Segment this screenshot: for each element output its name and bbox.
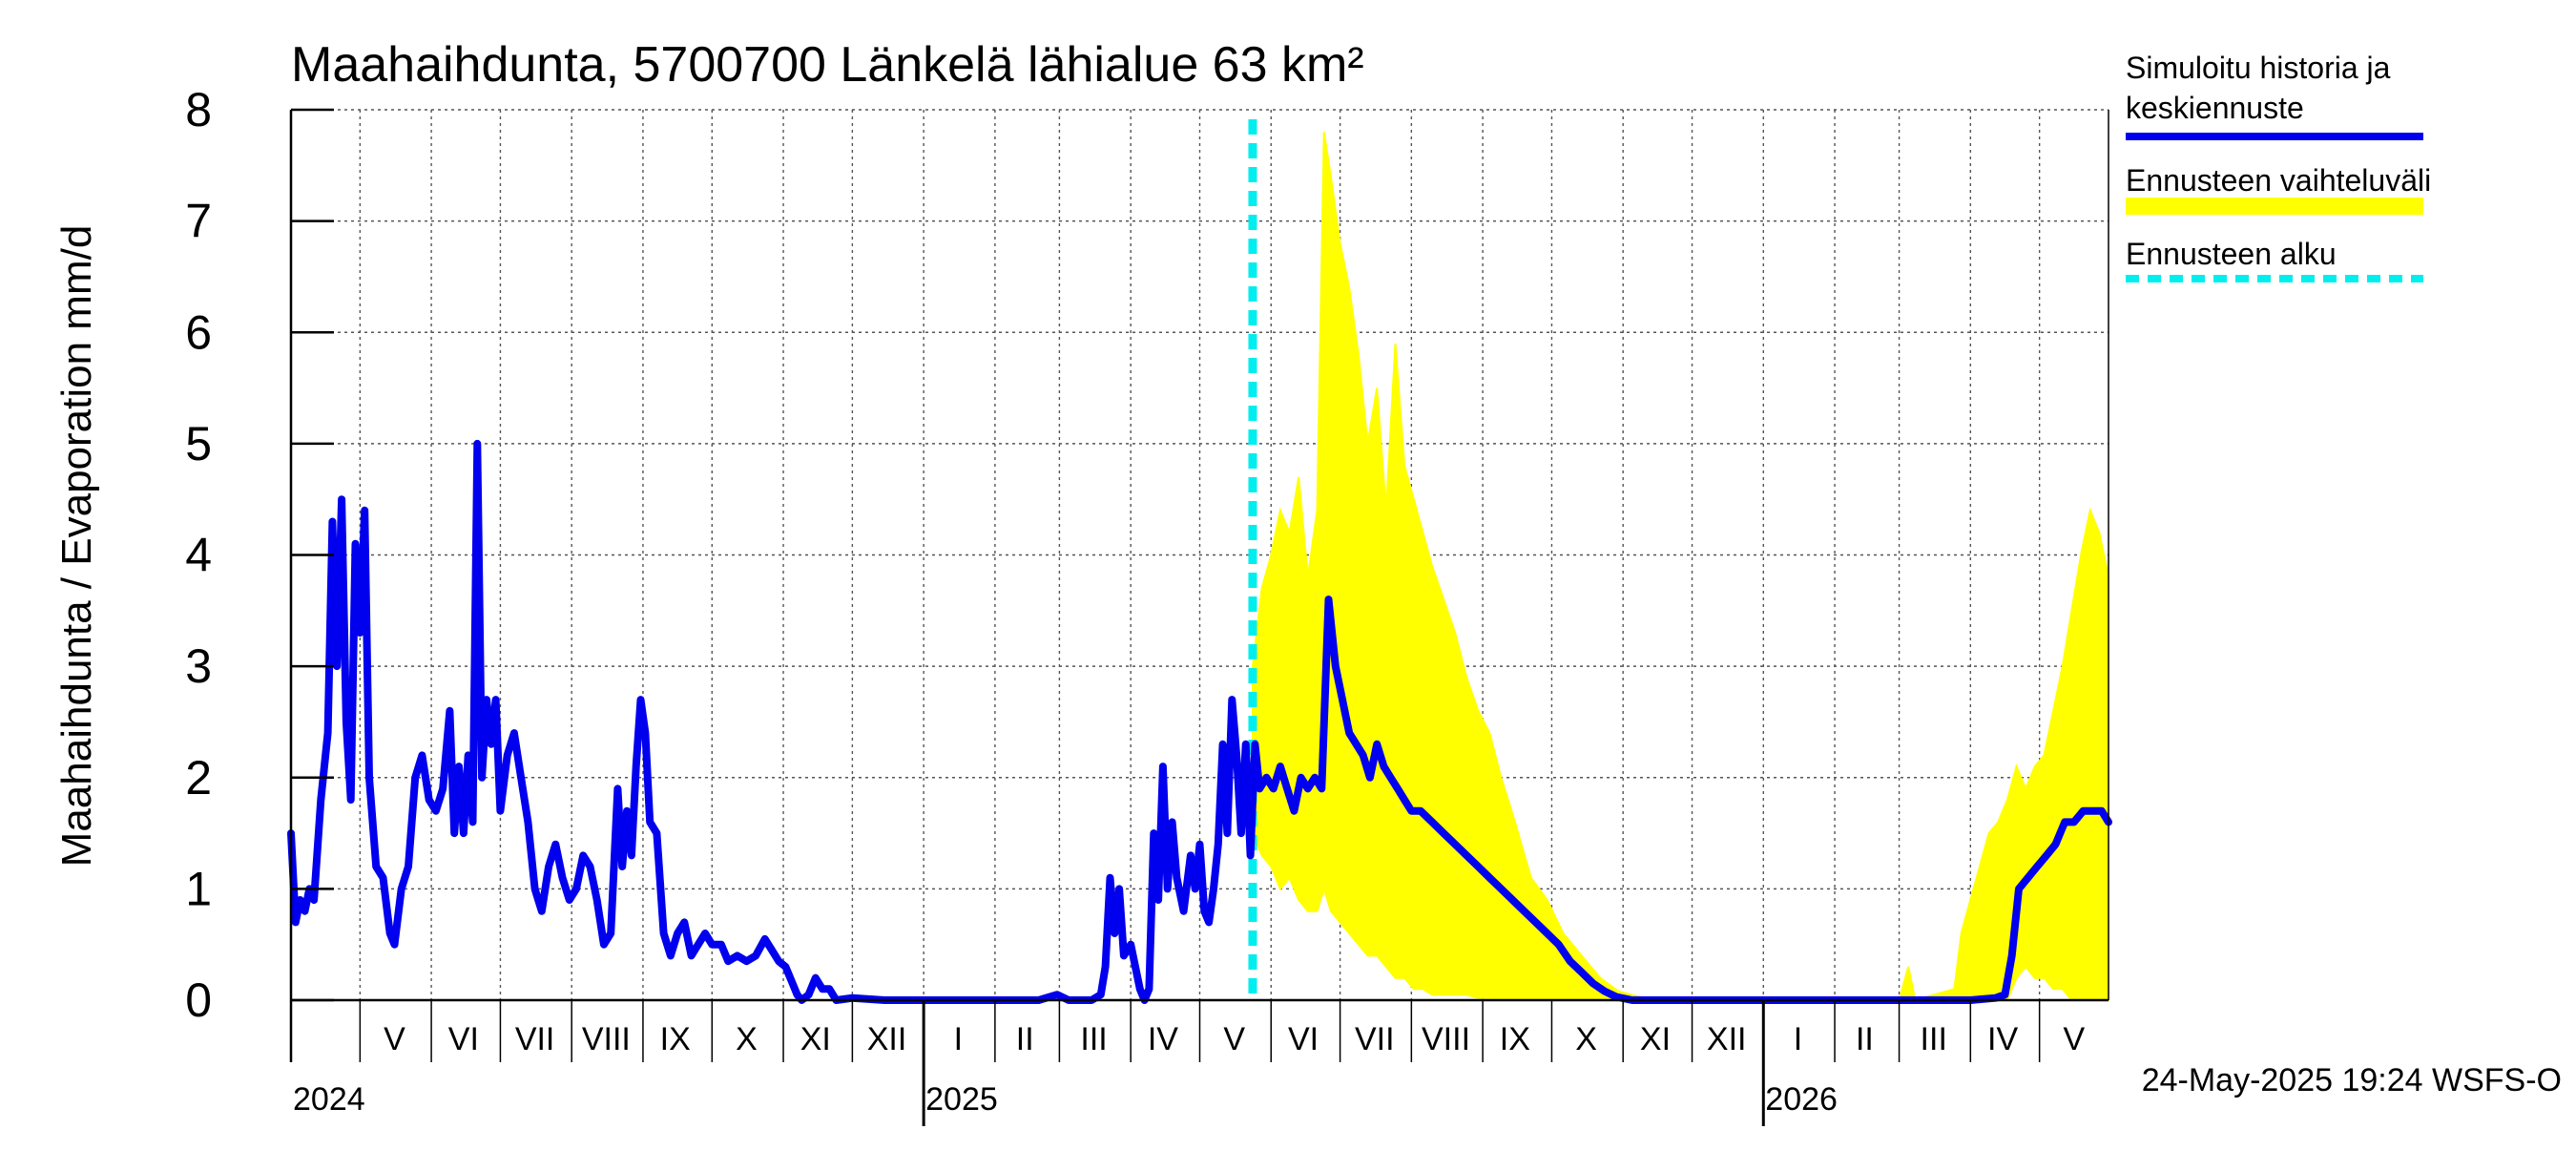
x-month-label: IX bbox=[660, 1021, 691, 1057]
x-month-label: IV bbox=[1987, 1021, 2018, 1057]
y-tick-label: 8 bbox=[185, 83, 212, 136]
forecast-band-layer bbox=[1252, 132, 2109, 1002]
y-tick-label: 6 bbox=[185, 305, 212, 359]
y-tick-label: 2 bbox=[185, 751, 212, 805]
y-axis-label: Maahaihdunta / Evaporation mm/d bbox=[53, 225, 100, 868]
y-tick-label: 3 bbox=[185, 639, 212, 693]
y-tick-label: 4 bbox=[185, 529, 212, 582]
axis-layer bbox=[289, 108, 2109, 1126]
x-year-label: 2025 bbox=[925, 1081, 998, 1118]
x-month-label: III bbox=[1080, 1021, 1107, 1057]
x-month-label: V bbox=[2063, 1021, 2085, 1057]
x-month-label: VI bbox=[448, 1021, 479, 1057]
y-tick-label: 0 bbox=[185, 973, 212, 1027]
x-month-label: XI bbox=[800, 1021, 831, 1057]
x-year-label: 2024 bbox=[293, 1081, 365, 1118]
x-month-label: IV bbox=[1148, 1021, 1178, 1057]
legend-label: keskiennuste bbox=[2126, 91, 2304, 125]
x-month-label: II bbox=[1016, 1021, 1034, 1057]
x-month-label: XII bbox=[1707, 1021, 1747, 1057]
y-tick-label-layer: 0 1 2 3 4 5 6 7 8 bbox=[185, 83, 212, 1027]
x-month-label: X bbox=[736, 1021, 758, 1057]
x-month-label: VIII bbox=[582, 1021, 631, 1057]
x-month-label: VI bbox=[1288, 1021, 1319, 1057]
x-month-label: I bbox=[954, 1021, 963, 1057]
x-month-label: I bbox=[1794, 1021, 1802, 1057]
chart-title: Maahaihdunta, 5700700 Länkelä lähialue 6… bbox=[291, 37, 1364, 93]
simulated-series-line bbox=[287, 439, 2112, 1004]
x-month-label: V bbox=[384, 1021, 405, 1057]
x-year-label: 2026 bbox=[1765, 1081, 1838, 1118]
x-month-label: X bbox=[1575, 1021, 1597, 1057]
forecast-range-band bbox=[1252, 132, 2109, 1002]
x-month-label: IX bbox=[1500, 1021, 1530, 1057]
x-month-label: VIII bbox=[1422, 1021, 1470, 1057]
x-label-layer: V VI VII VIII IX X XI XII I II III IV V VI VII VIII IX X X… bbox=[293, 1021, 2085, 1118]
x-month-label: XII bbox=[867, 1021, 907, 1057]
x-month-label: II bbox=[1856, 1021, 1874, 1057]
y-tick-label: 7 bbox=[185, 195, 212, 248]
legend: Simuloitu historia ja keskiennuste Ennuste… bbox=[2126, 51, 2431, 282]
timestamp-label: 24-May-2025 19:24 WSFS-O bbox=[2142, 1062, 2562, 1098]
legend-label: Simuloitu historia ja bbox=[2126, 51, 2391, 85]
y-tick-label: 5 bbox=[185, 417, 212, 470]
x-month-label: III bbox=[1921, 1021, 1947, 1057]
x-month-label: VII bbox=[1355, 1021, 1395, 1057]
legend-label: Ennusteen alku bbox=[2126, 237, 2337, 271]
x-month-label: VII bbox=[515, 1021, 555, 1057]
legend-label: Ennusteen vaihteluväli bbox=[2126, 163, 2431, 198]
y-tick-label: 1 bbox=[185, 862, 212, 915]
x-month-label: XI bbox=[1640, 1021, 1671, 1057]
x-month-label: V bbox=[1223, 1021, 1245, 1057]
series-line-layer bbox=[287, 439, 2112, 1004]
